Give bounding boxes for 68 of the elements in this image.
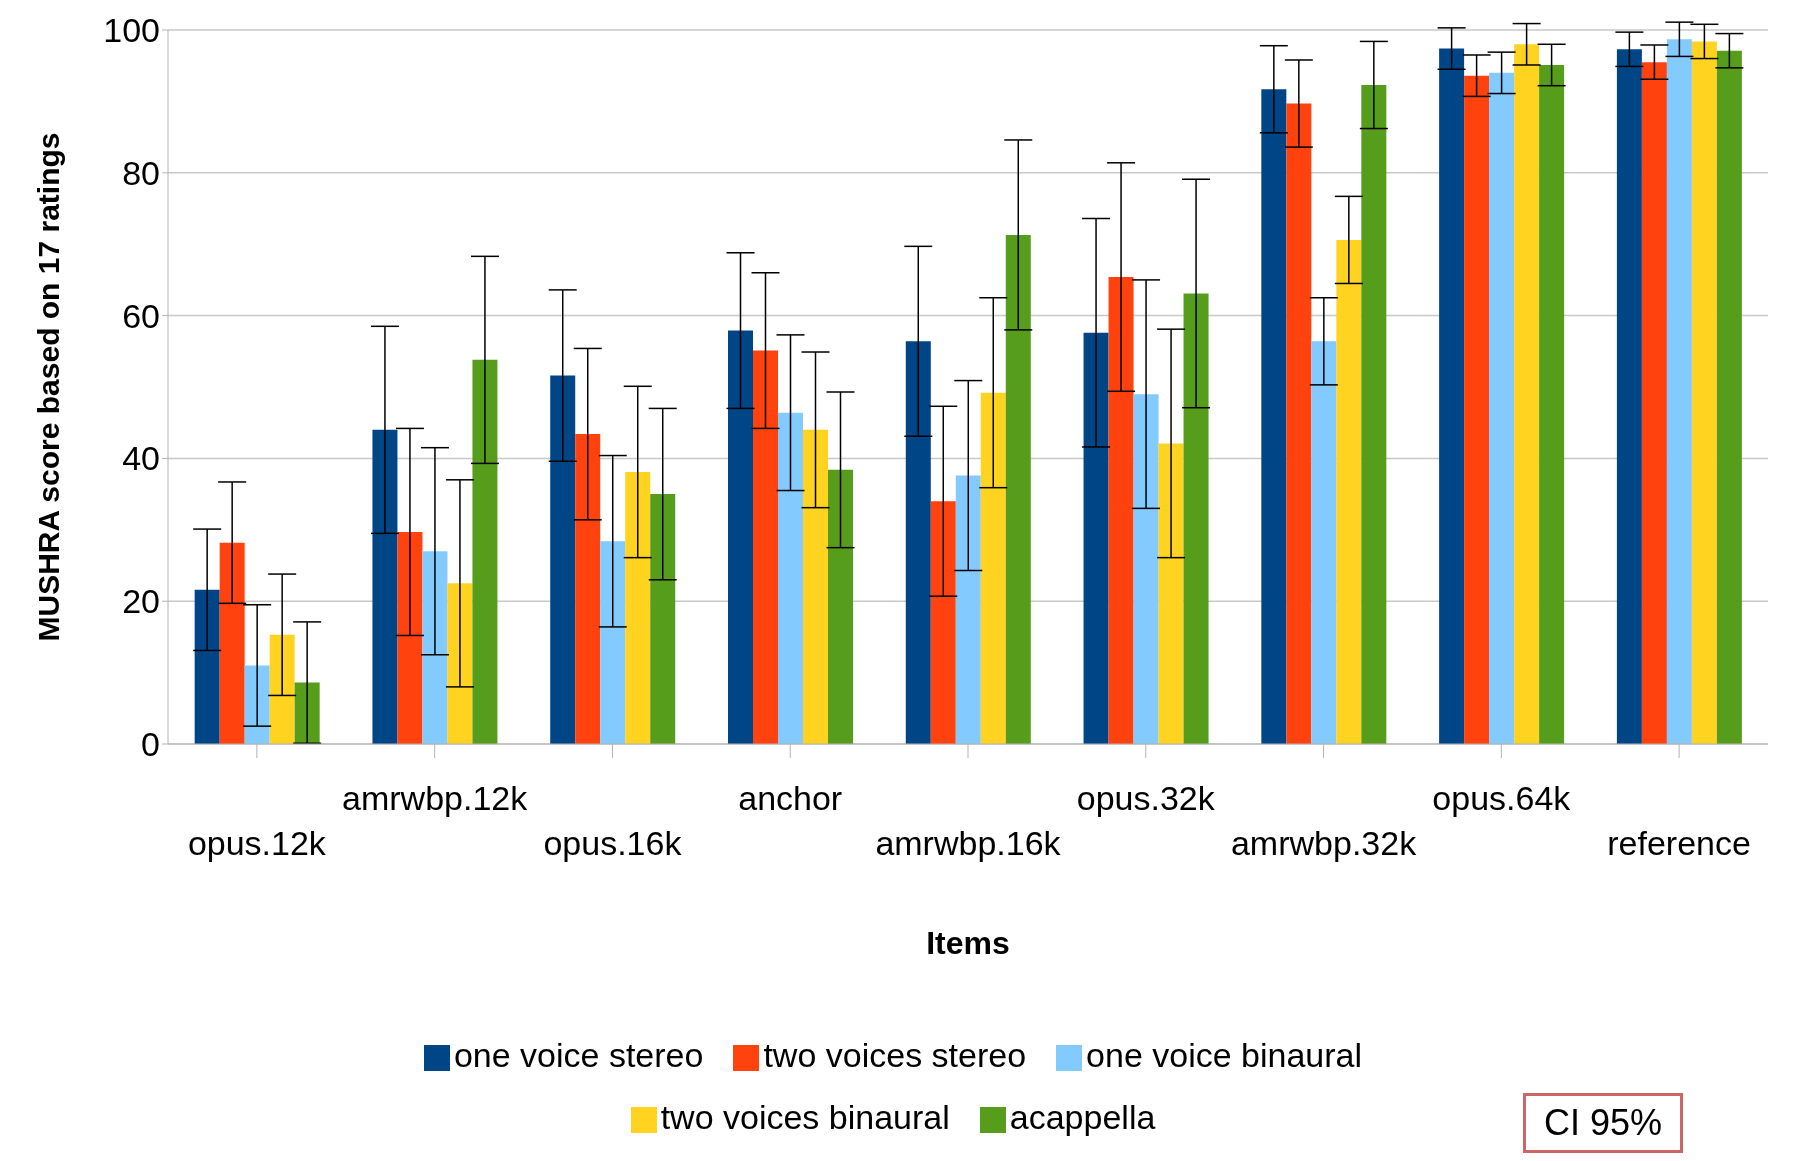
- bar: [1716, 50, 1742, 744]
- x-axis-title: Items: [926, 925, 1010, 961]
- x-tick-label: anchor: [738, 779, 843, 817]
- bar: [422, 551, 448, 744]
- bar: [550, 375, 576, 744]
- legend-label: two voices stereo: [763, 1036, 1027, 1074]
- x-tick-label: opus.12k: [187, 824, 327, 862]
- bar: [1311, 341, 1337, 744]
- bar: [1489, 72, 1515, 744]
- bar: [194, 589, 220, 744]
- bar: [1464, 75, 1490, 744]
- x-tick-label: reference: [1607, 824, 1751, 862]
- bar: [397, 531, 423, 744]
- bar: [778, 412, 803, 744]
- x-tick-label: amrwbp.12k: [342, 779, 529, 817]
- y-tick-label: 60: [122, 296, 160, 335]
- x-tick-label: opus.64k: [1432, 779, 1572, 817]
- bar: [1666, 39, 1692, 744]
- bar: [1641, 62, 1667, 744]
- bar: [980, 392, 1006, 744]
- bar: [1514, 44, 1540, 744]
- bar: [1286, 103, 1312, 744]
- bar: [650, 494, 676, 744]
- legend-label: two voices binaural: [660, 1098, 950, 1136]
- x-tick-label: opus.32k: [1076, 779, 1216, 817]
- bar: [753, 350, 778, 744]
- bar: [1361, 84, 1387, 744]
- y-axis-title: MUSHRA score based on 17 ratings: [31, 132, 65, 642]
- bar: [1183, 293, 1209, 744]
- y-tick-label: 100: [103, 11, 160, 50]
- bar: [905, 341, 931, 744]
- bar: [955, 475, 981, 744]
- bar: [1133, 394, 1159, 744]
- bar: [1616, 49, 1642, 744]
- bar: [1108, 277, 1134, 744]
- bar: [447, 583, 473, 744]
- bar: [244, 665, 270, 744]
- x-tick-label: amrwbp.32k: [1230, 824, 1418, 862]
- bar: [372, 429, 398, 744]
- bar: [625, 471, 651, 744]
- legend-label: one voice stereo: [453, 1036, 704, 1074]
- x-tick-label: amrwbp.16k: [875, 824, 1062, 862]
- bar: [294, 682, 320, 744]
- y-tick-label: 40: [122, 439, 160, 478]
- bar: [1158, 443, 1184, 744]
- bar: [600, 541, 626, 744]
- bar: [1336, 239, 1362, 744]
- y-tick-label: 80: [122, 153, 160, 192]
- bar: [1083, 332, 1109, 744]
- legend-label: one voice binaural: [1086, 1036, 1363, 1074]
- bar: [1539, 64, 1565, 744]
- bar: [1005, 234, 1031, 744]
- y-tick-label: 0: [141, 725, 160, 764]
- bar: [472, 359, 498, 744]
- y-tick-label: 20: [122, 582, 160, 621]
- legend-label: acappella: [1009, 1098, 1156, 1136]
- bar: [828, 469, 853, 744]
- bar: [219, 542, 245, 744]
- text: CI 95%: [1523, 1093, 1684, 1153]
- bar: [930, 501, 956, 744]
- bar: [1691, 41, 1717, 744]
- bar: [803, 429, 828, 744]
- bar: [1261, 89, 1287, 744]
- bar: [1439, 48, 1465, 744]
- bar: [575, 434, 601, 744]
- bar: [728, 330, 753, 744]
- bar: [269, 634, 295, 744]
- x-tick-label: opus.16k: [543, 824, 683, 862]
